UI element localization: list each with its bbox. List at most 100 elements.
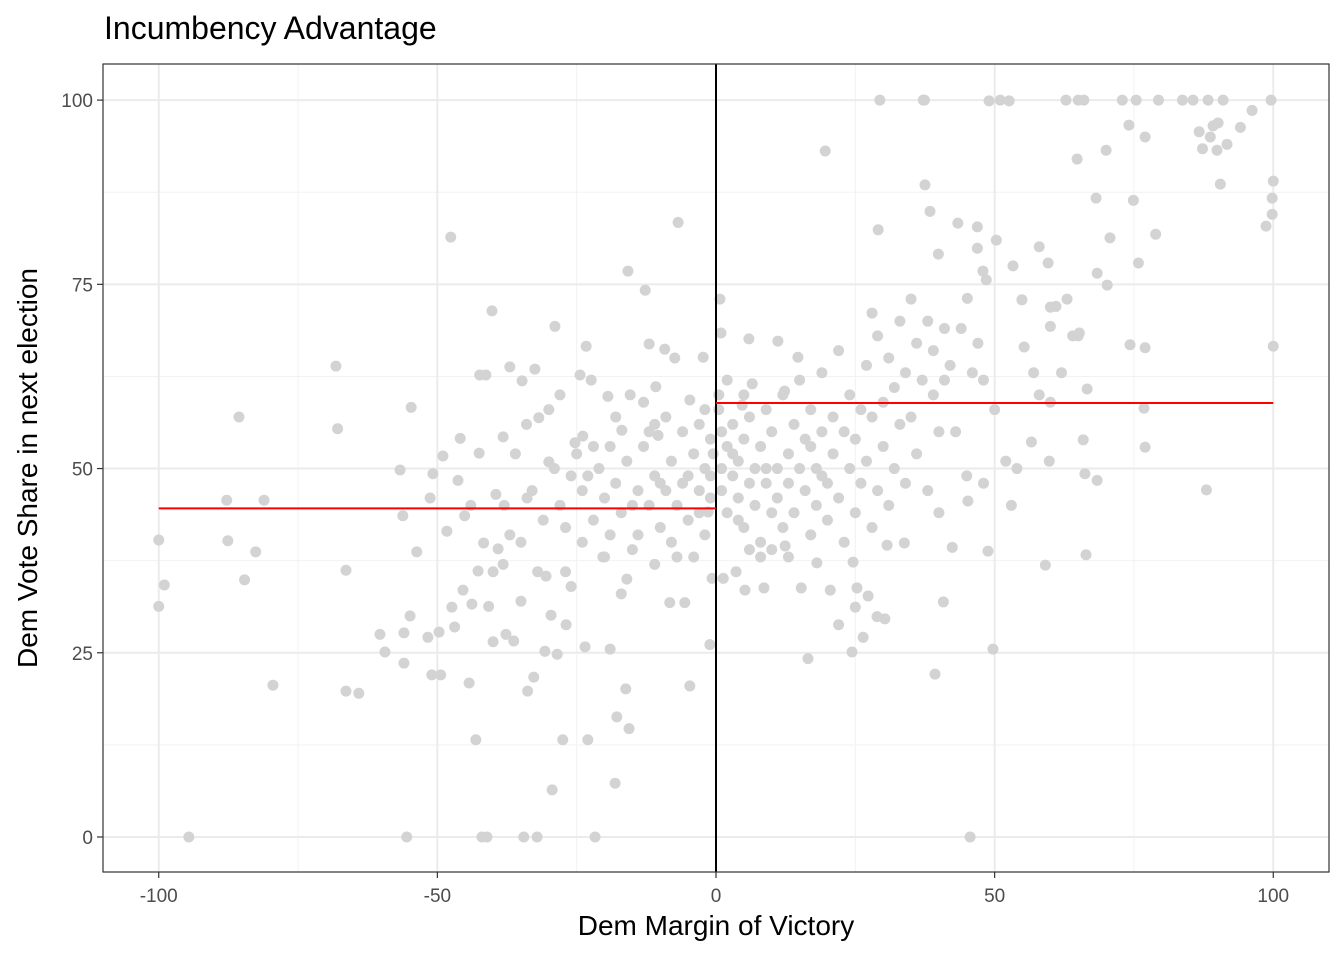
data-point [539, 645, 551, 657]
data-point [971, 242, 983, 254]
data-point [1127, 194, 1139, 206]
data-point [483, 600, 495, 612]
data-point [749, 499, 761, 511]
data-point [811, 557, 823, 569]
data-point [760, 477, 772, 489]
data-point [879, 613, 891, 625]
data-point [805, 529, 817, 541]
data-point [881, 539, 893, 551]
data-point [704, 433, 716, 445]
data-point [697, 351, 709, 363]
data-point [816, 367, 828, 379]
data-point [682, 514, 694, 526]
data-point [684, 394, 696, 406]
data-point [585, 374, 597, 386]
data-point [883, 352, 895, 364]
data-point [522, 685, 534, 697]
data-point [866, 522, 878, 534]
data-point [788, 507, 800, 519]
data-point [699, 404, 711, 416]
x-tick-label: 50 [984, 886, 1005, 907]
y-tick-label: 50 [72, 460, 93, 481]
data-point [918, 94, 930, 106]
data-point [540, 570, 552, 582]
data-point [394, 464, 406, 476]
data-point [1081, 383, 1093, 395]
data-point [1061, 293, 1073, 305]
data-point [851, 582, 863, 594]
data-point [721, 374, 733, 386]
data-point [1039, 559, 1051, 571]
data-point [565, 580, 577, 592]
data-point [766, 426, 778, 438]
data-point [659, 343, 671, 355]
data-point [1124, 339, 1136, 351]
data-point [557, 734, 569, 746]
data-point [927, 345, 939, 357]
data-point [565, 470, 577, 482]
data-point [833, 619, 845, 631]
data-point [632, 529, 644, 541]
data-point [426, 669, 438, 681]
data-point [977, 477, 989, 489]
data-point [755, 536, 767, 548]
data-point [481, 831, 493, 843]
data-point [736, 399, 748, 411]
data-point [554, 389, 566, 401]
data-point [497, 431, 509, 443]
data-point [699, 529, 711, 541]
data-point [743, 333, 755, 345]
data-point [693, 418, 705, 430]
data-point [972, 337, 984, 349]
data-point [919, 179, 931, 191]
data-point [872, 485, 884, 497]
data-point [374, 628, 386, 640]
data-point [672, 216, 684, 228]
data-point [977, 374, 989, 386]
data-point [982, 545, 994, 557]
data-point [537, 514, 549, 526]
data-point [571, 448, 583, 460]
data-point [950, 426, 962, 438]
data-point [153, 600, 165, 612]
data-point [727, 418, 739, 430]
data-point [1060, 94, 1072, 106]
data-point [1078, 94, 1090, 106]
data-point [615, 507, 627, 519]
data-point [771, 463, 783, 475]
data-point [478, 537, 490, 549]
data-point [1123, 119, 1135, 131]
data-point [446, 601, 458, 613]
data-point [713, 389, 725, 401]
data-point [487, 566, 499, 578]
data-point [802, 653, 814, 665]
data-point [961, 470, 973, 482]
data-point [649, 558, 661, 570]
data-point [1011, 463, 1023, 475]
data-point [833, 345, 845, 357]
data-point [749, 463, 761, 475]
data-point [480, 369, 492, 381]
data-point [716, 426, 728, 438]
data-point [577, 430, 589, 442]
data-point [1091, 474, 1103, 486]
data-point [411, 546, 423, 558]
data-point [849, 433, 861, 445]
data-point [623, 723, 635, 735]
data-point [860, 455, 872, 467]
data-point [838, 536, 850, 548]
data-point [707, 448, 719, 460]
data-point [1033, 241, 1045, 253]
data-point [849, 601, 861, 613]
data-point [545, 609, 557, 621]
data-point [379, 646, 391, 658]
data-point [582, 734, 594, 746]
data-point [560, 619, 572, 631]
data-point [1176, 94, 1188, 106]
data-point [732, 492, 744, 504]
data-point [874, 94, 886, 106]
data-point [610, 477, 622, 489]
data-point [932, 248, 944, 260]
data-point [899, 477, 911, 489]
data-point [487, 636, 499, 648]
